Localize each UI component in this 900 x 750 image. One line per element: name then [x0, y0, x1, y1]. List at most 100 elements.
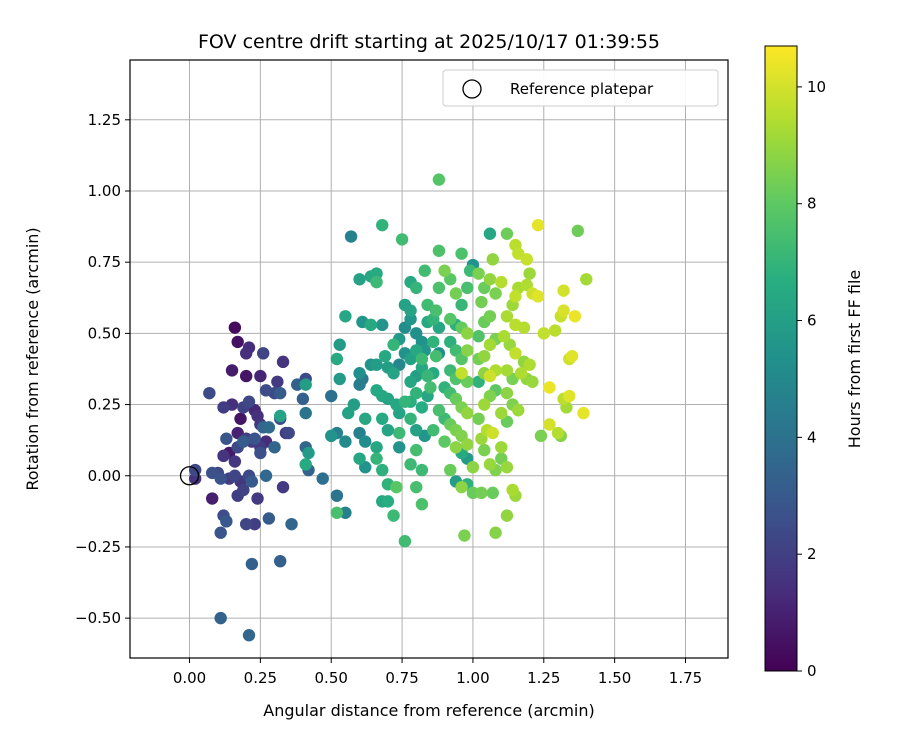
- data-point: [531, 290, 545, 303]
- data-point: [432, 281, 446, 295]
- data-point: [577, 406, 590, 420]
- data-point: [242, 629, 256, 642]
- data-point: [214, 472, 227, 485]
- data-point: [526, 375, 539, 388]
- data-point: [489, 526, 502, 539]
- data-point: [214, 526, 227, 539]
- data-point: [489, 287, 502, 300]
- data-point: [248, 517, 261, 531]
- data-point: [534, 429, 548, 443]
- data-point: [220, 432, 233, 445]
- colorbar: 0 2 4 6 8 10 Hours from first FF file: [764, 45, 864, 680]
- data-point: [248, 432, 261, 445]
- data-point: [316, 472, 329, 485]
- data-point: [395, 233, 409, 246]
- y-tick-label: 1.25: [88, 111, 121, 129]
- x-tick-label: 0.00: [173, 669, 206, 687]
- data-point: [268, 441, 281, 454]
- data-point: [344, 230, 358, 243]
- colorbar-tick-label: 0: [807, 662, 817, 680]
- data-point: [571, 224, 584, 238]
- x-tick-label: 0.25: [244, 669, 277, 687]
- colorbar-gradient: [764, 45, 798, 672]
- data-point: [237, 435, 250, 448]
- data-point: [271, 375, 284, 388]
- data-point: [364, 318, 378, 332]
- data-point: [387, 338, 400, 351]
- data-point: [421, 369, 434, 383]
- data-point: [254, 369, 267, 383]
- x-tick-label: 1.75: [669, 669, 702, 687]
- data-point: [376, 463, 389, 477]
- scatter-points: [188, 173, 593, 642]
- data-point: [353, 367, 366, 380]
- data-point: [276, 480, 290, 494]
- data-point: [282, 426, 295, 440]
- data-point: [432, 244, 446, 257]
- data-point: [410, 443, 423, 457]
- data-point: [325, 389, 338, 403]
- data-point: [427, 335, 440, 349]
- grid: [130, 60, 728, 658]
- data-point: [339, 435, 352, 448]
- data-point: [404, 458, 417, 471]
- data-point: [404, 304, 417, 317]
- data-point: [461, 344, 474, 357]
- data-point: [274, 386, 287, 400]
- data-point: [461, 406, 474, 420]
- data-point: [537, 327, 550, 340]
- data-point: [438, 264, 451, 277]
- data-point: [455, 298, 468, 312]
- data-point: [225, 364, 239, 377]
- data-point: [458, 529, 471, 542]
- y-tick-label: −0.50: [75, 609, 121, 627]
- data-point: [296, 392, 310, 406]
- data-point: [217, 449, 230, 463]
- data-point: [299, 378, 312, 391]
- data-point: [370, 441, 383, 454]
- data-point: [455, 247, 468, 260]
- data-point: [432, 404, 446, 417]
- data-point: [432, 173, 446, 186]
- x-tick-label: 0.75: [385, 669, 418, 687]
- data-point: [214, 611, 227, 625]
- data-point: [228, 321, 242, 334]
- data-point: [483, 338, 497, 351]
- data-point: [418, 264, 431, 277]
- data-point: [455, 480, 468, 494]
- data-point: [449, 441, 463, 454]
- data-point: [285, 517, 298, 531]
- data-point: [353, 273, 366, 286]
- data-point: [478, 398, 491, 411]
- data-point: [506, 483, 519, 497]
- data-point: [378, 349, 392, 363]
- colorbar-tick-label: 8: [807, 195, 817, 213]
- data-point: [333, 338, 346, 351]
- data-point: [475, 486, 488, 500]
- data-point: [486, 253, 499, 266]
- data-point: [472, 267, 485, 280]
- reference-platepar-marker: [179, 466, 200, 486]
- x-axis-label: Angular distance from reference (arcmin): [263, 701, 594, 720]
- data-point: [483, 273, 497, 286]
- data-point: [509, 318, 522, 332]
- data-point: [429, 349, 443, 363]
- data-point: [387, 367, 400, 380]
- data-point: [568, 310, 582, 323]
- data-point: [262, 512, 276, 525]
- data-point: [500, 509, 514, 522]
- data-point: [239, 369, 253, 383]
- data-point: [444, 463, 457, 477]
- colorbar-tick-label: 6: [807, 312, 817, 330]
- data-point: [478, 443, 491, 457]
- data-point: [239, 347, 253, 360]
- data-point: [330, 506, 344, 519]
- data-point: [449, 287, 463, 300]
- y-tick-label: 1.00: [88, 182, 121, 200]
- data-point: [302, 446, 315, 460]
- x-ticks: 0.00 0.25 0.50 0.75 1.00 1.25 1.50 1.75: [173, 658, 702, 687]
- data-point: [466, 461, 480, 474]
- x-tick-label: 0.50: [315, 669, 348, 687]
- data-point: [509, 347, 522, 360]
- data-point: [461, 281, 474, 295]
